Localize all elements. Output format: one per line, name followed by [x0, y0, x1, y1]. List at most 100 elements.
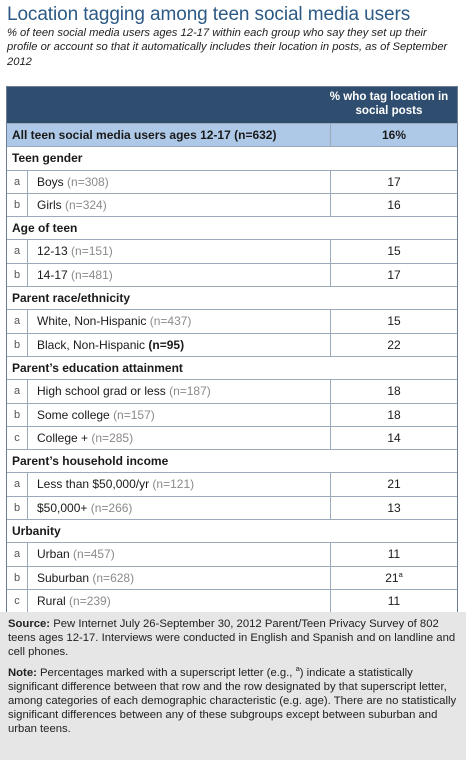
row-label: White, Non-Hispanic (n=437) [37, 314, 191, 328]
section-header: Parent race/ethnicity [7, 287, 457, 311]
row-letter: c [7, 426, 28, 450]
table-header: % who tag location in social posts [7, 87, 457, 124]
section-title: Urbanity [12, 524, 61, 539]
row-label-text: Rural [37, 593, 66, 608]
row-value-text: 17 [387, 267, 401, 282]
row-letter: a [7, 473, 28, 496]
row-sample-size: (n=481) [71, 267, 113, 282]
row-label: Rural (n=239) [37, 594, 111, 608]
row-sample-size: (n=95) [148, 337, 185, 352]
table-row: b Black, Non-Hispanic (n=95) 22 [7, 333, 457, 357]
row-sample-size: (n=457) [73, 547, 115, 562]
footer: Source: Pew Internet July 26-September 3… [0, 612, 466, 760]
row-label: Some college (n=157) [37, 408, 155, 422]
row-sample-size: (n=266) [90, 500, 133, 515]
row-value-text: 18 [387, 407, 401, 422]
row-sample-size: (n=324) [65, 197, 107, 212]
row-value-text: 11 [387, 593, 401, 608]
row-value: 16 [330, 193, 457, 217]
note-text-a: Percentages marked with a superscript le… [40, 666, 296, 679]
row-value: 18 [330, 403, 457, 426]
row-label-text: Black, Non-Hispanic [37, 337, 146, 352]
row-label: College + (n=285) [37, 431, 133, 445]
row-sample-size: (n=308) [67, 174, 109, 189]
section-title: Parent’s household income [12, 454, 169, 469]
note-label: Note: [8, 666, 37, 679]
row-value: 13 [330, 496, 457, 520]
source-label: Source: [8, 618, 51, 630]
section-header: Parent’s education attainment [7, 356, 457, 381]
row-label-text: $50,000+ [37, 500, 88, 515]
table-row: b Girls (n=324) 16 [7, 193, 457, 218]
row-label: Boys (n=308) [37, 175, 109, 189]
row-value: 11 [330, 589, 457, 613]
row-value-text: 17 [387, 174, 401, 189]
row-label: $50,000+ (n=266) [37, 501, 132, 515]
all-users-row: All teen social media users ages 12-17 (… [7, 124, 457, 148]
row-label-text: 12-13 [37, 244, 68, 259]
row-label-text: Less than $50,000/yr [37, 477, 150, 492]
row-label: Suburban (n=628) [37, 571, 134, 585]
row-value: 22 [330, 333, 457, 356]
table-row: b 14-17 (n=481) 17 [7, 263, 457, 288]
row-label: High school grad or less (n=187) [37, 384, 211, 398]
section-title: Age of teen [12, 221, 78, 236]
row-value-text: 22 [387, 337, 401, 352]
note-text-b: ) indicate a statistically significant d… [8, 666, 457, 736]
row-letter: b [7, 496, 28, 520]
table-body: Teen gender a Boys (n=308) 17 b Girls (n=324)… [7, 147, 457, 614]
section-title: Teen gender [12, 151, 83, 166]
row-letter: b [7, 193, 28, 217]
row-value: 18 [330, 380, 457, 403]
row-value: 17 [330, 170, 457, 193]
table-row: c College + (n=285) 14 [7, 426, 457, 451]
row-sample-size: (n=628) [92, 570, 135, 585]
table-row: b Some college (n=157) 18 [7, 403, 457, 427]
data-table: % who tag location in social posts All t… [6, 86, 458, 615]
row-label-text: Girls [37, 197, 62, 212]
table-row: a White, Non-Hispanic (n=437) 15 [7, 310, 457, 334]
table-row: a 12-13 (n=151) 15 [7, 240, 457, 264]
row-value: 14 [330, 426, 457, 450]
table-row: a Less than $50,000/yr (n=121) 21 [7, 473, 457, 497]
row-label-text: Boys [37, 174, 64, 189]
section-header: Parent’s household income [7, 450, 457, 474]
row-label: 12-13 (n=151) [37, 244, 113, 258]
row-value-text: 21 [385, 570, 399, 585]
row-sample-size: (n=187) [169, 384, 211, 399]
row-value: 21a [330, 566, 457, 589]
row-label: Less than $50,000/yr (n=121) [37, 477, 194, 491]
source-text: Pew Internet July 26-September 30, 2012 … [8, 618, 456, 659]
row-label-text: Suburban [37, 570, 90, 585]
table-row: c Rural (n=239) 11 [7, 589, 457, 614]
row-letter: a [7, 543, 28, 566]
row-label-text: Urban [37, 547, 70, 562]
row-value-text: 14 [387, 430, 401, 445]
row-value: 15 [330, 310, 457, 333]
significance-superscript: a [398, 569, 403, 579]
row-sample-size: (n=239) [69, 593, 111, 608]
row-letter: b [7, 566, 28, 589]
row-sample-size: (n=157) [113, 407, 155, 422]
row-letter: b [7, 333, 28, 356]
row-label-text: High school grad or less [37, 384, 166, 399]
chart-subtitle: % of teen social media users ages 12-17 … [7, 27, 448, 68]
row-letter: a [7, 240, 28, 263]
row-value-text: 15 [387, 314, 401, 329]
table-row: b Suburban (n=628) 21a [7, 566, 457, 590]
note-superscript: a [295, 663, 300, 673]
table-row: a Boys (n=308) 17 [7, 170, 457, 194]
row-sample-size: (n=151) [71, 244, 113, 259]
row-label: Girls (n=324) [37, 198, 107, 212]
row-label-text: Some college [37, 407, 110, 422]
row-label: Urban (n=457) [37, 547, 115, 561]
chart-title: Location tagging among teen social media… [7, 4, 411, 25]
row-value-text: 11 [387, 547, 401, 562]
row-letter: a [7, 170, 28, 193]
row-letter: a [7, 310, 28, 333]
row-letter: a [7, 380, 28, 403]
significance-note: Note: Percentages marked with a superscr… [0, 660, 466, 737]
all-users-value: 16% [330, 124, 457, 147]
row-value-text: 18 [387, 384, 401, 399]
